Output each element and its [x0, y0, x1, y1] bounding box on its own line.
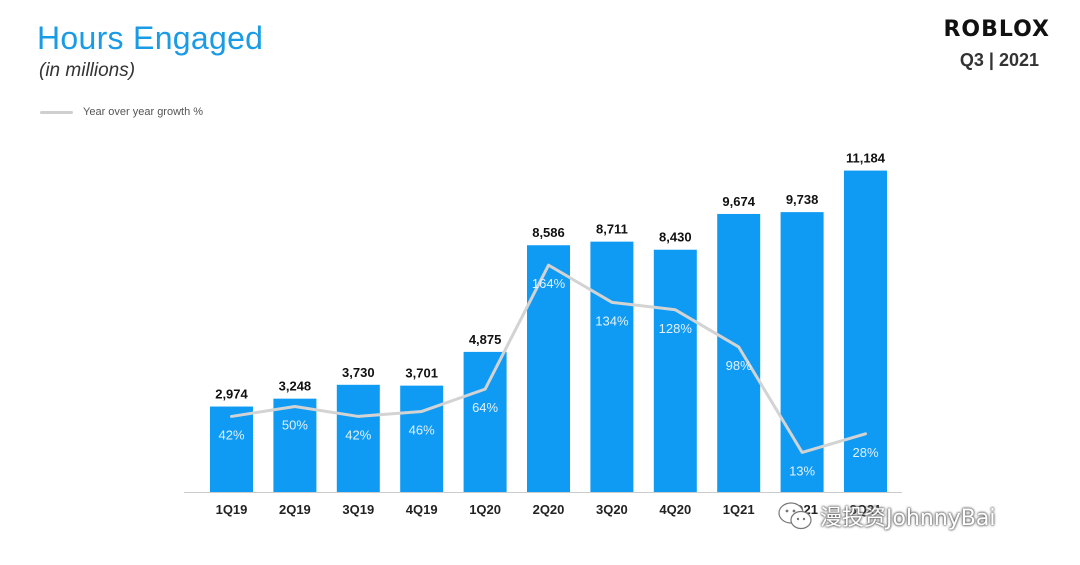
bar-value-label: 4,875 [469, 332, 502, 347]
bar [590, 241, 634, 492]
bar-value-label: 8,430 [659, 230, 692, 245]
x-tick-label: 3Q20 [596, 502, 628, 517]
growth-label: 50% [282, 418, 308, 433]
bar [210, 406, 253, 492]
growth-label: 164% [532, 276, 566, 291]
x-tick-label: 1Q21 [723, 502, 755, 517]
legend-line-swatch [40, 110, 73, 114]
bar [463, 351, 507, 492]
x-tick-label: 4Q19 [406, 502, 438, 517]
growth-label: 28% [852, 445, 878, 460]
bar [273, 398, 317, 492]
brand-logo: ROBLOX [943, 17, 1050, 42]
x-tick-label: 1Q20 [469, 502, 501, 517]
bar [527, 245, 570, 492]
growth-label: 42% [218, 427, 244, 442]
growth-label: 64% [472, 400, 498, 415]
bar-value-label: 3,248 [279, 379, 312, 394]
x-tick-label: 2Q19 [279, 502, 311, 517]
bar [780, 212, 824, 492]
bar [400, 385, 444, 492]
x-tick-label: 1Q19 [216, 502, 248, 517]
bar [336, 384, 380, 492]
growth-label: 46% [409, 422, 435, 437]
bar-value-label: 8,711 [596, 222, 628, 237]
period-label: Q3 | 2021 [959, 50, 1039, 70]
growth-label: 128% [659, 321, 693, 336]
x-tick-label: 3Q19 [342, 502, 374, 517]
growth-line [230, 263, 867, 454]
bar [717, 213, 761, 492]
bar-value-label: 11,184 [846, 151, 886, 166]
growth-label: 98% [726, 358, 752, 373]
x-tick-label: 4Q20 [659, 502, 691, 517]
wechat-icon [778, 502, 812, 530]
growth-label: 13% [789, 463, 815, 478]
legend: Year over year growth % [40, 106, 203, 118]
bar-value-label: 3,701 [405, 366, 438, 381]
watermark: 漫投资JohnnyBai [778, 500, 996, 532]
watermark-text: 漫投资JohnnyBai [820, 506, 996, 531]
growth-label: 42% [345, 427, 371, 442]
bar-value-label: 9,738 [786, 192, 819, 207]
chart-subtitle: (in millions) [39, 60, 136, 81]
x-tick-label: 2Q20 [533, 502, 565, 517]
legend-label: Year over year growth % [83, 106, 204, 118]
bar-value-label: 3,730 [342, 365, 375, 380]
bar [653, 249, 697, 492]
growth-label: 134% [595, 313, 629, 328]
bar-value-label: 2,974 [215, 387, 248, 402]
x-tick-label: 3Q21 [850, 502, 882, 517]
bar-value-label: 8,586 [532, 225, 565, 240]
chart-title: Hours Engaged [37, 20, 264, 56]
bar-value-label: 9,674 [722, 194, 755, 209]
